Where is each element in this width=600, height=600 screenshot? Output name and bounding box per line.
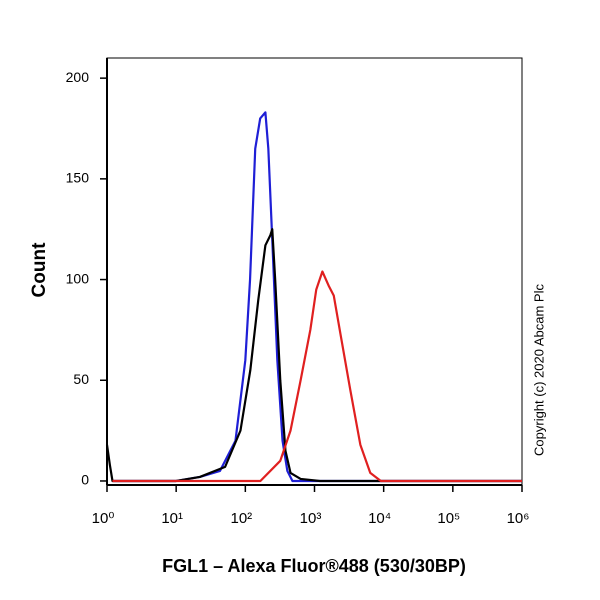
series-line (112, 270, 522, 483)
y-tick-label: 0 (81, 472, 89, 488)
x-tick-label: 10² (230, 510, 252, 527)
y-tick-label: 200 (66, 69, 90, 85)
series-line (112, 111, 522, 483)
x-tick-label: 10⁶ (507, 510, 530, 527)
x-tick-label: 10³ (300, 510, 322, 527)
y-tick-label: 50 (73, 371, 89, 387)
x-tick-label: 10⁴ (368, 510, 391, 527)
y-tick-label: 100 (66, 270, 90, 286)
x-tick-label: 10⁵ (437, 510, 460, 527)
x-axis-label: FGL1 – Alexa Fluor®488 (530/30BP) (162, 556, 466, 576)
copyright: Copyright (c) 2020 Abcam Plc (531, 284, 546, 456)
x-tick-label: 10⁰ (92, 510, 115, 527)
series-line (105, 228, 522, 483)
y-axis-label: Count (29, 242, 50, 298)
y-tick-label: 150 (66, 170, 90, 186)
plot-frame (106, 57, 523, 486)
x-tick-label: 10¹ (161, 510, 183, 527)
